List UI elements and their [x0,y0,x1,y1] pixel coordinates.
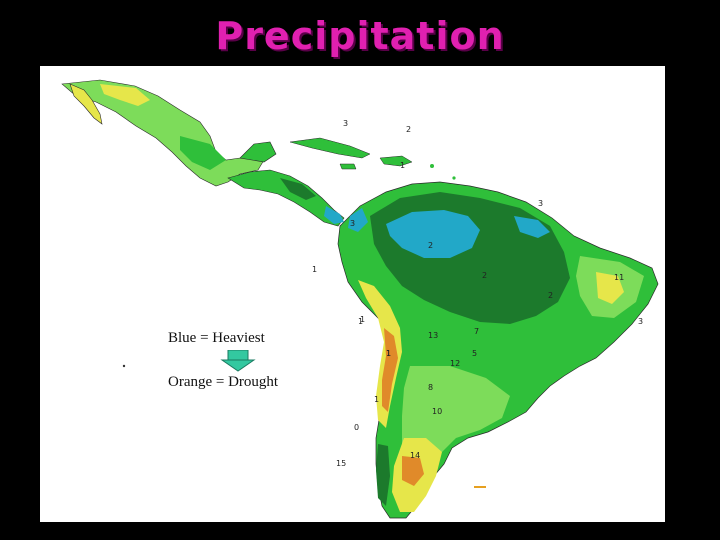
mexico-dry-north [100,84,150,106]
falklands [474,486,486,488]
region-label: 1 [312,265,317,274]
mexico-wet-south [180,136,226,170]
region-label: 1 [360,315,365,324]
legend-heaviest-label: Blue = Heaviest [168,330,265,346]
island [452,176,456,180]
region-label: 1 [386,349,391,358]
yucatan [239,141,277,163]
region-label: 10 [432,407,442,416]
jamaica [339,163,357,170]
region-label: 3 [538,199,543,208]
region-label: 1 [400,161,405,170]
baja-california [69,83,103,125]
region-label: 1 [374,395,379,404]
andes-north-heaviest [348,208,368,232]
region-label: 3 [638,317,643,326]
region-label: 8 [428,383,433,392]
precipitation-map: 3 2 1 3 2 3 2 2 1 1 11 3 13 12 7 1 8 10 … [40,66,665,522]
amazon-heaviest [386,210,480,258]
region-label: 5 [472,349,477,358]
slide-title: Precipitation [215,14,505,58]
region-label: 13 [428,331,438,340]
region-label: 1 [358,317,363,326]
legend-drought-label: Orange = Drought [168,374,279,390]
region-label: 1 [386,349,391,358]
region-label: 7 [474,327,479,336]
latin-america-map: 3 2 1 3 2 3 2 2 1 1 11 3 13 12 7 1 8 10 … [61,79,659,519]
down-arrow-icon [220,350,256,372]
galapagos [122,364,126,368]
region-label: 2 [428,241,433,250]
central-america-heavy [280,178,316,200]
island [430,164,434,168]
mexico-landmass [61,79,265,187]
region-label: 3 [343,119,348,128]
panama-heavy [324,206,344,224]
region-label: 2 [548,291,553,300]
region-label: 3 [350,219,355,228]
region-label: 12 [450,359,460,368]
region-label: 15 [336,459,346,468]
atacama-drought [382,328,398,412]
amazon-mouth-heaviest [514,216,550,238]
region-label: 2 [406,125,411,134]
region-label: 2 [482,271,487,280]
region-label: 0 [354,423,359,432]
chile-south-wet [376,444,390,506]
patagonia-drought [402,456,424,486]
cuba [289,137,371,159]
map-legend: Blue = Heaviest Orange = Drought [168,328,318,398]
hispaniola [379,155,413,167]
region-labels: 3 2 1 3 2 3 2 2 1 1 11 3 13 12 7 1 8 10 … [312,119,643,468]
northeast-dry [596,272,624,304]
region-label: 14 [410,451,420,460]
region-label: 11 [614,273,624,282]
